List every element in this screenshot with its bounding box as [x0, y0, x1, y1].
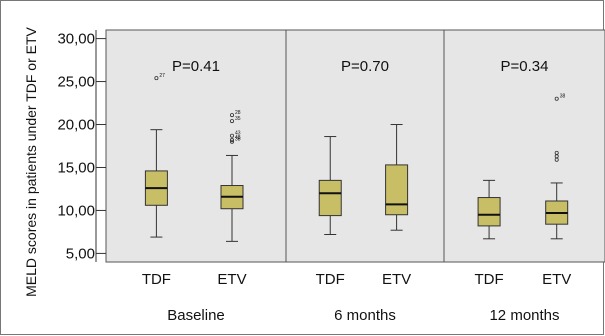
box-tdf: [318, 136, 342, 236]
y-tick-label: 10,00: [57, 202, 95, 219]
outlier-point: [229, 137, 234, 142]
outlier-point: [229, 139, 234, 144]
x-tick-label: ETV: [382, 271, 411, 288]
y-tick-label: 15,00: [57, 159, 95, 176]
box-etv: [385, 124, 409, 231]
p-value-label: P=0.34: [501, 58, 549, 75]
iqr-box: [477, 197, 501, 227]
outlier-point: [554, 157, 559, 162]
outlier-label: 27: [159, 73, 165, 79]
outlier-label: 48: [235, 135, 241, 141]
outlier-label: 38: [560, 94, 566, 100]
y-tick-label: 5,00: [66, 245, 95, 262]
panel-12-months: P=0.34 12 months TDF 38 ETV: [443, 29, 605, 324]
x-tick-label: ETV: [217, 271, 246, 288]
outlier-point: [229, 113, 234, 118]
y-tick-label: 30,00: [57, 31, 95, 48]
x-tick-label: TDF: [142, 271, 171, 288]
panel-label: 12 months: [489, 307, 559, 324]
x-tick-label: TDF: [474, 271, 503, 288]
y-tick-label: 20,00: [57, 117, 95, 134]
panel-background: [105, 29, 287, 263]
iqr-box: [385, 164, 409, 216]
panel-label: Baseline: [167, 307, 225, 324]
outlier-point: [229, 119, 234, 124]
outlier-point: [229, 133, 234, 138]
panel-background: [443, 29, 605, 263]
iqr-box: [318, 179, 342, 217]
y-tick-label: 25,00: [57, 74, 95, 91]
box-tdf: 27: [144, 73, 168, 238]
y-axis-label: MELD scores in patients under TDF or ETV: [23, 26, 39, 296]
outlier-point: [154, 76, 159, 81]
p-value-label: P=0.41: [172, 58, 220, 75]
outlier-label: 28: [235, 110, 241, 116]
outlier-label: 43: [235, 131, 241, 137]
outlier-point: [554, 96, 559, 101]
outlier-label: 35: [235, 116, 241, 122]
box-tdf: [477, 179, 501, 240]
x-tick-label: ETV: [542, 271, 571, 288]
panel-label: 6 months: [334, 307, 396, 324]
x-tick-label: TDF: [316, 271, 345, 288]
box-etv: 38: [545, 94, 569, 240]
outlier-label: 38: [235, 137, 241, 143]
p-value-label: P=0.70: [341, 58, 389, 75]
